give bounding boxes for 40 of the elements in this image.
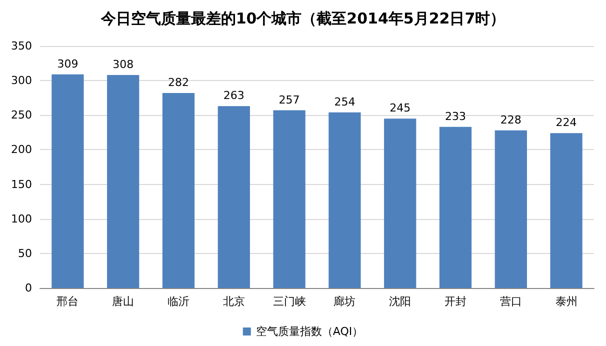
data-label: 309 bbox=[57, 57, 78, 70]
bar bbox=[439, 126, 472, 288]
data-label: 263 bbox=[223, 89, 244, 102]
data-label: 245 bbox=[390, 102, 411, 115]
x-tick-label: 邢台 bbox=[56, 295, 79, 308]
x-tick-label: 北京 bbox=[222, 295, 245, 308]
data-label: 228 bbox=[500, 113, 522, 126]
y-tick-label: 200 bbox=[11, 143, 32, 156]
data-label: 224 bbox=[556, 116, 577, 130]
chart-title: 今日空气质量最差的10个城市（截至2014年5月22日7时） bbox=[100, 10, 506, 28]
bar bbox=[107, 75, 140, 288]
data-label: 254 bbox=[334, 95, 356, 108]
data-label: 257 bbox=[278, 93, 300, 106]
bar bbox=[218, 106, 250, 288]
x-tick-label: 沈阳 bbox=[389, 295, 412, 308]
bar bbox=[52, 74, 84, 288]
y-tick-label: 250 bbox=[11, 108, 32, 122]
x-tick-label: 三门峡 bbox=[272, 295, 306, 308]
data-label: 233 bbox=[445, 110, 466, 123]
x-tick-label: 唐山 bbox=[112, 295, 134, 308]
y-tick-label: 300 bbox=[11, 74, 32, 88]
y-tick-label: 150 bbox=[11, 178, 32, 191]
x-tick-label: 廊坊 bbox=[334, 295, 356, 308]
bar bbox=[328, 112, 361, 288]
x-tick-label: 临沂 bbox=[168, 295, 190, 308]
y-tick-label: 0 bbox=[25, 282, 32, 294]
y-tick-label: 50 bbox=[18, 246, 32, 260]
y-tick-label: 100 bbox=[11, 212, 32, 226]
legend-label: 空气质量指数（AQI） bbox=[256, 325, 364, 338]
x-tick-label: 营口 bbox=[500, 295, 522, 308]
bar bbox=[162, 93, 195, 288]
data-label: 308 bbox=[112, 58, 134, 72]
bar bbox=[384, 118, 416, 288]
data-label: 282 bbox=[168, 76, 189, 90]
bar bbox=[273, 110, 306, 288]
bar bbox=[494, 130, 527, 288]
x-tick-label: 泰州 bbox=[555, 295, 578, 308]
bar bbox=[550, 133, 582, 288]
y-tick-label: 350 bbox=[11, 40, 32, 52]
x-tick-label: 开封 bbox=[444, 295, 466, 308]
